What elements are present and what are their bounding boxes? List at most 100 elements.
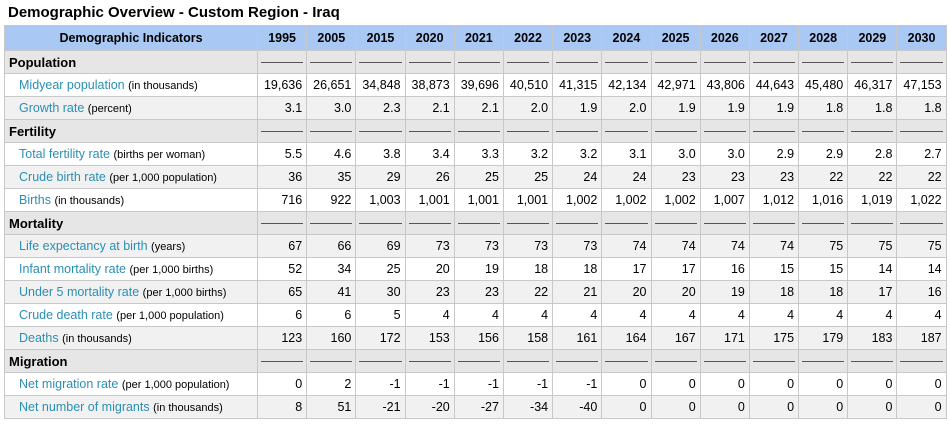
divider-line — [457, 130, 500, 132]
value-cell: 161 — [552, 326, 603, 350]
value-cell: 3.2 — [552, 142, 603, 166]
value-cell: 45,480 — [798, 73, 849, 97]
divider-line — [900, 130, 943, 132]
indicator-link[interactable]: Net migration rate — [19, 377, 119, 391]
divider-line — [703, 130, 746, 132]
section-divider-cell — [256, 211, 308, 235]
table-row: Growth rate (percent) 3.1 3.0 2.3 2.1 2.1 2.0 1… — [4, 96, 947, 120]
indicator-link[interactable]: Growth rate — [19, 101, 85, 115]
section-divider-cell — [502, 119, 554, 143]
section-divider-cell — [601, 211, 652, 235]
indicator-link[interactable]: Life expectancy at birth — [19, 239, 148, 253]
indicator-unit: (per 1,000 births) — [129, 264, 214, 276]
divider-line — [310, 360, 353, 362]
indicator-link[interactable]: Crude death rate — [19, 308, 113, 322]
value-cell: 0 — [847, 395, 898, 419]
divider-line — [752, 61, 796, 63]
value-cell: 156 — [453, 326, 504, 350]
value-cell: 41,315 — [552, 73, 603, 97]
value-cell: 3.0 — [699, 142, 750, 166]
indicator-link[interactable]: Crude birth rate — [19, 170, 106, 184]
divider-line — [310, 130, 353, 132]
indicator-link[interactable]: Under 5 mortality rate — [19, 285, 140, 299]
value-cell: 2.3 — [355, 96, 406, 120]
indicator-link[interactable]: Midyear population — [19, 78, 125, 92]
value-cell: 42,971 — [650, 73, 701, 97]
value-cell: 4 — [404, 303, 455, 327]
value-cell: 21 — [552, 280, 603, 304]
value-cell: 38,873 — [404, 73, 455, 97]
value-cell: 1,001 — [502, 188, 554, 212]
year-column-header: 2025 — [650, 25, 701, 51]
value-cell: 47,153 — [896, 73, 947, 97]
value-cell: 19 — [699, 280, 750, 304]
section-divider-cell — [306, 50, 357, 74]
indicator-link[interactable]: Births — [19, 193, 51, 207]
divider-line — [506, 360, 550, 362]
value-cell: 0 — [699, 395, 750, 419]
indicator-unit: (per 1,000 population) — [116, 310, 224, 322]
divider-line — [359, 222, 402, 224]
divider-line — [408, 222, 451, 224]
divider-line — [654, 130, 697, 132]
year-column-header: 2030 — [896, 25, 947, 51]
value-cell: 172 — [355, 326, 406, 350]
value-cell: 20 — [404, 257, 455, 281]
section-divider-cell — [306, 211, 357, 235]
value-cell: 1,003 — [355, 188, 406, 212]
value-cell: 35 — [306, 165, 357, 189]
value-cell: 22 — [847, 165, 898, 189]
value-cell: 46,317 — [847, 73, 898, 97]
value-cell: 16 — [699, 257, 750, 281]
value-cell: 0 — [748, 395, 800, 419]
section-divider-cell — [748, 349, 800, 373]
year-column-header: 2024 — [601, 25, 652, 51]
section-divider-cell — [847, 50, 898, 74]
indicator-link[interactable]: Net number of migrants — [19, 400, 150, 414]
divider-line — [359, 130, 402, 132]
value-cell: 158 — [502, 326, 554, 350]
section-divider-cell — [601, 119, 652, 143]
value-cell: 44,643 — [748, 73, 800, 97]
divider-line — [506, 222, 550, 224]
value-cell: 74 — [748, 234, 800, 258]
value-cell: 3.2 — [502, 142, 554, 166]
section-divider-cell — [650, 50, 701, 74]
value-cell: 123 — [256, 326, 308, 350]
value-cell: 73 — [552, 234, 603, 258]
value-cell: -20 — [404, 395, 455, 419]
divider-line — [851, 222, 894, 224]
divider-line — [261, 61, 304, 63]
value-cell: 1,007 — [699, 188, 750, 212]
indicator-cell: Crude birth rate (per 1,000 population) — [4, 165, 258, 189]
value-cell: 18 — [748, 280, 800, 304]
value-cell: -1 — [502, 372, 554, 396]
indicator-cell: Net number of migrants (in thousands) — [4, 395, 258, 419]
value-cell: 42,134 — [601, 73, 652, 97]
indicator-cell: Net migration rate (per 1,000 population… — [4, 372, 258, 396]
value-cell: 34,848 — [355, 73, 406, 97]
value-cell: 29 — [355, 165, 406, 189]
divider-line — [851, 130, 894, 132]
divider-line — [457, 61, 500, 63]
indicator-cell: Births (in thousands) — [4, 188, 258, 212]
value-cell: 4.6 — [306, 142, 357, 166]
section-divider-cell — [453, 50, 504, 74]
section-divider-cell — [306, 119, 357, 143]
section-divider-cell — [404, 50, 455, 74]
indicator-link[interactable]: Total fertility rate — [19, 147, 111, 161]
value-cell: 0 — [601, 395, 652, 419]
table-row: Infant mortality rate (per 1,000 births)… — [4, 257, 947, 281]
indicator-column-header: Demographic Indicators — [4, 25, 258, 51]
indicator-link[interactable]: Deaths — [19, 331, 59, 345]
value-cell: 1.9 — [650, 96, 701, 120]
value-cell: 0 — [847, 372, 898, 396]
value-cell: 4 — [699, 303, 750, 327]
divider-line — [605, 61, 648, 63]
divider-line — [851, 360, 894, 362]
indicator-link[interactable]: Infant mortality rate — [19, 262, 126, 276]
indicator-cell: Under 5 mortality rate (per 1,000 births… — [4, 280, 258, 304]
demographic-table: Demographic Indicators 1995 2005 2015 2020 2… — [4, 25, 947, 419]
value-cell: -27 — [453, 395, 504, 419]
value-cell: 40,510 — [502, 73, 554, 97]
